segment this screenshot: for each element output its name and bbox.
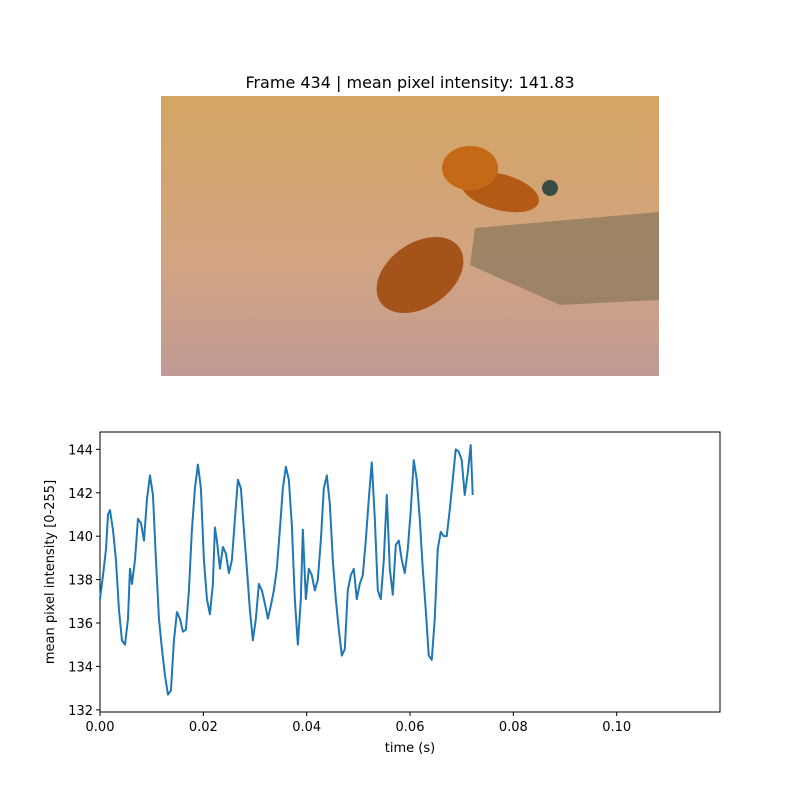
x-tick-label: 0.10: [602, 720, 631, 735]
y-tick-label: 144: [68, 443, 93, 458]
x-tick-label: 0.06: [396, 720, 425, 735]
y-tick-label: 142: [68, 487, 93, 502]
x-tick-label: 0.04: [292, 720, 321, 735]
video-frame: [161, 96, 659, 376]
x-tick-label: 0.02: [189, 720, 218, 735]
y-tick-label: 136: [68, 617, 93, 632]
beetle-elytron: [442, 146, 498, 190]
x-axis-label: time (s): [385, 741, 435, 756]
frame-title: Frame 434 | mean pixel intensity: 141.83: [245, 73, 574, 92]
axes-frame: [99, 431, 721, 713]
x-tick-label: 0.08: [499, 720, 528, 735]
y-tick-label: 140: [68, 530, 93, 545]
beetle-wing: [470, 212, 659, 305]
x-tick-label: 0.00: [86, 720, 115, 735]
y-tick-label: 132: [68, 704, 93, 719]
intensity-line: [99, 444, 474, 696]
beetle-body: [376, 236, 464, 314]
y-tick-label: 134: [68, 660, 93, 675]
y-axis-label: mean pixel intensity [0-255]: [43, 480, 58, 664]
beetle-eye: [542, 180, 558, 196]
y-tick-label: 138: [68, 574, 93, 589]
